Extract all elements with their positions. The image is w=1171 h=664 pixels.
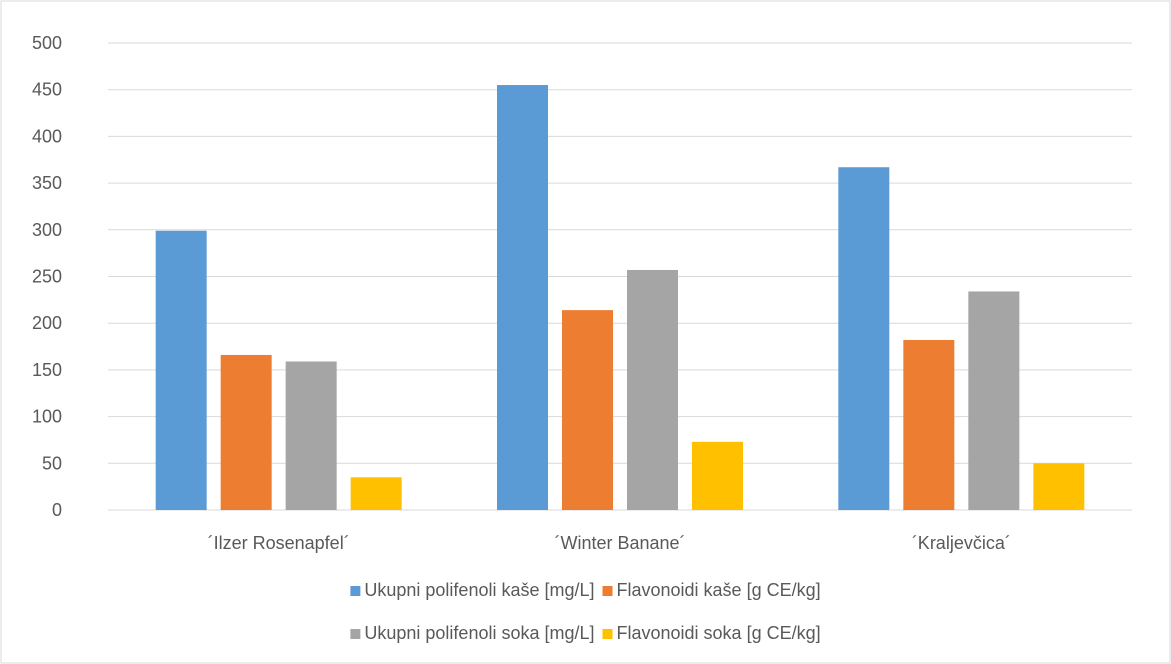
bar bbox=[903, 340, 955, 510]
legend-swatch bbox=[350, 629, 361, 639]
bar bbox=[497, 85, 548, 510]
gridlines bbox=[108, 42, 1132, 511]
bar bbox=[285, 361, 337, 510]
y-tick-label: 100 bbox=[32, 407, 62, 427]
legend-label: Ukupni polifenoli kaše [mg/L] bbox=[364, 580, 594, 600]
bar bbox=[562, 310, 613, 510]
legend-swatch bbox=[602, 629, 613, 639]
legend-swatch bbox=[350, 586, 361, 596]
y-tick-label: 50 bbox=[42, 453, 62, 473]
y-tick-label: 500 bbox=[32, 33, 62, 53]
category-label: ´Winter Banane´ bbox=[554, 533, 685, 553]
y-axis-ticks: 0 50 100 150 200 250 300 350 400 450 500 bbox=[32, 33, 62, 520]
y-tick-label: 250 bbox=[32, 267, 62, 287]
y-tick-label: 150 bbox=[32, 360, 62, 380]
category-label: ´Ilzer Rosenapfel´ bbox=[208, 533, 350, 553]
legend: Ukupni polifenoli kaše [mg/L] Flavonoidi … bbox=[350, 580, 821, 643]
legend-row: Ukupni polifenoli soka [mg/L] Flavonoidi … bbox=[350, 623, 821, 643]
y-tick-label: 300 bbox=[32, 220, 62, 240]
bars bbox=[155, 85, 1085, 511]
category-label: ´Kraljevčica´ bbox=[912, 533, 1011, 553]
y-tick-label: 450 bbox=[32, 80, 62, 100]
legend-row: Ukupni polifenoli kaše [mg/L] Flavonoidi … bbox=[350, 580, 821, 600]
bar bbox=[692, 441, 743, 510]
y-tick-label: 400 bbox=[32, 126, 62, 146]
bar bbox=[350, 477, 402, 510]
legend-label: Flavonoidi soka [g CE/kg] bbox=[617, 623, 821, 643]
bar bbox=[627, 269, 678, 510]
bar bbox=[968, 291, 1020, 510]
bar bbox=[838, 167, 890, 511]
bar bbox=[155, 230, 207, 510]
bar bbox=[220, 354, 272, 510]
legend-label: Ukupni polifenoli soka [mg/L] bbox=[364, 623, 594, 643]
y-tick-label: 0 bbox=[52, 500, 62, 520]
x-axis-categories: ´Ilzer Rosenapfel´ ´Winter Banane´ ´Kralje… bbox=[208, 533, 1011, 553]
bar bbox=[1033, 463, 1085, 510]
legend-label: Flavonoidi kaše [g CE/kg] bbox=[617, 580, 821, 600]
y-tick-label: 200 bbox=[32, 313, 62, 333]
y-tick-label: 350 bbox=[32, 173, 62, 193]
legend-swatch bbox=[602, 586, 613, 596]
